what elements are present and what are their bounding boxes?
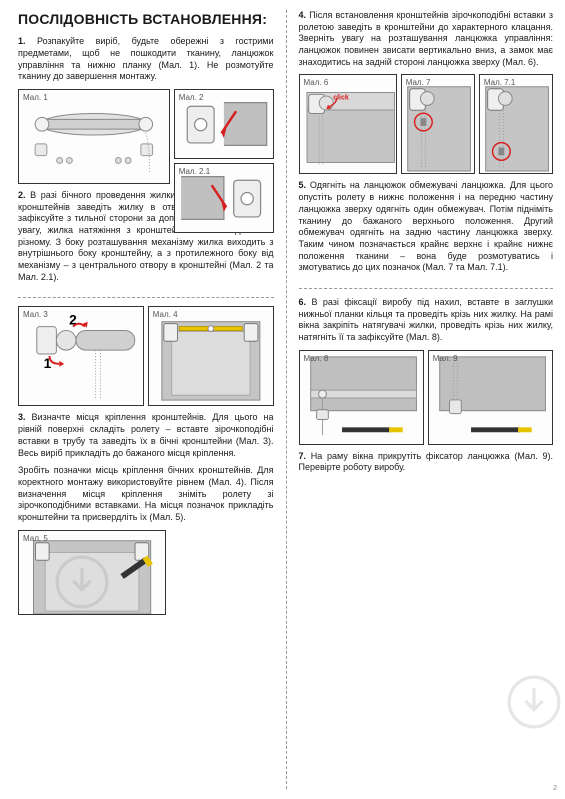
figure-6: Мал. 6 click	[299, 74, 397, 174]
step-number-4: 4.	[299, 10, 307, 20]
page-root: ПОСЛІДОВНІСТЬ ВСТАНОВЛЕННЯ: 1. Розпакуйт…	[0, 0, 565, 799]
figure-row-1: Мал. 1 Мал. 2	[18, 89, 274, 184]
figure-4: Мал. 4	[148, 306, 274, 406]
figure-2-stack: Мал. 2 Мал. 2.1	[174, 89, 274, 184]
step-text-1: Розпакуйте виріб, будьте обережні з гост…	[18, 36, 274, 81]
left-column: ПОСЛІДОВНІСТЬ ВСТАНОВЛЕННЯ: 1. Розпакуйт…	[18, 10, 286, 789]
page-number: 2	[553, 784, 557, 793]
watermark-right	[507, 675, 561, 729]
figure-4-label: Мал. 4	[153, 310, 178, 320]
divider-right	[299, 288, 554, 289]
divider-left	[18, 297, 274, 298]
step-text-7: На раму вікна прикрутіть фіксатор ланцюж…	[299, 451, 554, 473]
paragraph-1: 1. Розпакуйте виріб, будьте обережні з г…	[18, 36, 274, 83]
right-column: 4. Після встановлення кронштейнів зірочк…	[286, 10, 554, 789]
step-text-5: Одягніть на ланцюжок обмежувачі ланцюжка…	[299, 180, 554, 272]
paragraph-7: 7. На раму вікна прикрутіть фіксатор лан…	[299, 451, 554, 474]
figure-6-label: Мал. 6	[304, 78, 329, 88]
figure-3: Мал. 3 1 2	[18, 306, 144, 406]
figure-2: Мал. 2	[174, 89, 274, 159]
figure-8-label: Мал. 8	[304, 354, 329, 364]
step-number-2: 2.	[18, 190, 26, 200]
figure-5: Мал. 5	[18, 530, 166, 615]
paragraph-5: 5. Одягніть на ланцюжок обмежувачі ланцю…	[299, 180, 554, 274]
figure-7-1-label: Мал. 7.1	[484, 78, 515, 88]
figure-3-label: Мал. 3	[23, 310, 48, 320]
step-text-3a: Визначте місця кріплення кронштейнів. Дл…	[18, 412, 274, 457]
paragraph-3b: Зробіть позначки місць кріплення бічних …	[18, 465, 274, 523]
paragraph-4: 4. Після встановлення кронштейнів зірочк…	[299, 10, 554, 68]
step-number-6: 6.	[299, 297, 307, 307]
paragraph-6: 6. В разі фіксації виробу під нахил, вст…	[299, 297, 554, 344]
step-number-7: 7.	[299, 451, 307, 461]
step-text-4: Після встановлення кронштейнів зірочкопо…	[299, 10, 554, 67]
figure-2-1: Мал. 2.1	[174, 163, 274, 233]
figure-1: Мал. 1	[18, 89, 170, 184]
figure-7-1: Мал. 7.1	[479, 74, 553, 174]
page-title: ПОСЛІДОВНІСТЬ ВСТАНОВЛЕННЯ:	[18, 10, 274, 28]
figure-9: Мал. 9	[428, 350, 553, 445]
step-text-3b: Зробіть позначки місць кріплення бічних …	[18, 465, 274, 522]
figure-7-label: Мал. 7	[406, 78, 431, 88]
figure-row-2: Мал. 3 1 2 Мал. 4	[18, 306, 274, 406]
figure-5-label: Мал. 5	[23, 534, 48, 544]
figure-row-3: Мал. 5	[18, 530, 274, 615]
step-number-1: 1.	[18, 36, 26, 46]
step-text-6: В разі фіксації виробу під нахил, вставт…	[299, 297, 554, 342]
figure-7: Мал. 7	[401, 74, 475, 174]
figure-8: Мал. 8	[299, 350, 424, 445]
figure-2-label: Мал. 2	[179, 93, 204, 103]
figure-row-4: Мал. 6 click Мал. 7	[299, 74, 554, 174]
step-number-3: 3.	[18, 412, 26, 422]
figure-1-label: Мал. 1	[23, 93, 48, 103]
figure-9-label: Мал. 9	[433, 354, 458, 364]
figure-row-5: Мал. 8 Мал. 9	[299, 350, 554, 445]
step-number-5: 5.	[299, 180, 307, 190]
paragraph-3a: 3. Визначте місця кріплення кронштейнів.…	[18, 412, 274, 459]
figure-2-1-label: Мал. 2.1	[179, 167, 210, 177]
